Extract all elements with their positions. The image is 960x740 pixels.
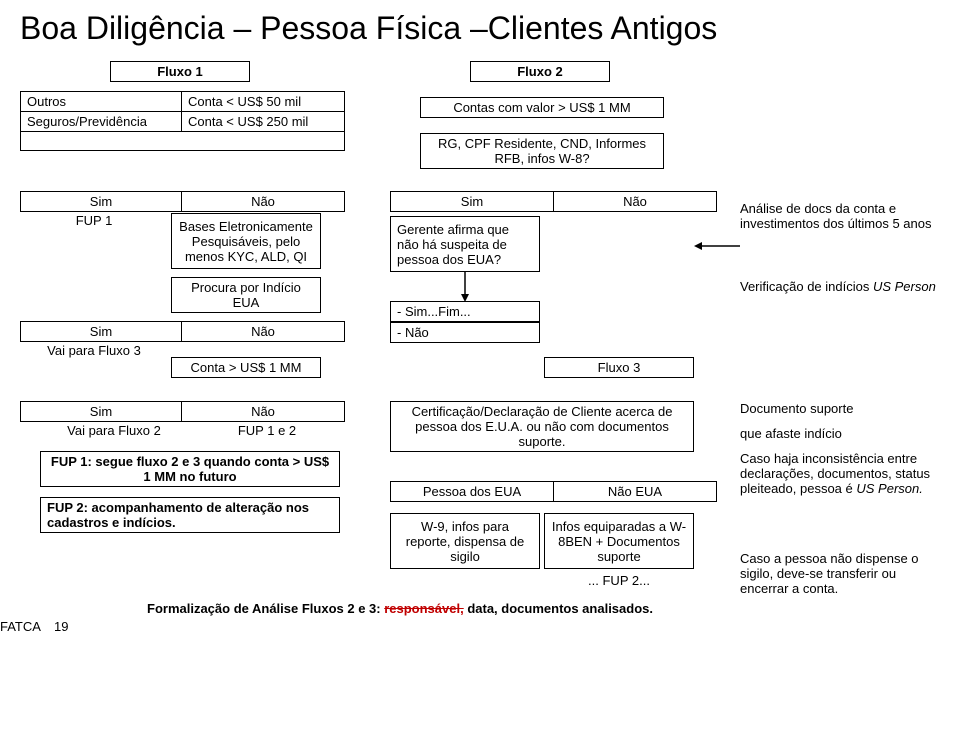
right-analise: Análise de docs da conta e investimentos… xyxy=(740,201,940,241)
formal-pre: Formalização de Análise Fluxos 2 e 3: xyxy=(147,601,384,616)
sim-1: Sim xyxy=(21,192,182,212)
fup2dots: ... FUP 2... xyxy=(544,573,694,588)
fluxo1-top-table: Outros Conta < US$ 50 mil Seguros/Previd… xyxy=(20,91,345,151)
sim-2: Sim xyxy=(21,322,182,342)
conta1mm-box: Conta > US$ 1 MM xyxy=(171,357,321,378)
cell-seguros: Seguros/Previdência xyxy=(21,112,182,132)
sim-3: Sim xyxy=(21,402,182,422)
fluxo1-simnao1: Sim Não xyxy=(20,191,345,212)
fluxo2-header: Fluxo 2 xyxy=(470,61,610,82)
gerente-box: Gerente afirma que não há suspeita de pe… xyxy=(390,216,540,272)
w8ben-box: Infos equiparadas a W-8BEN + Documentos … xyxy=(544,513,694,569)
cell-conta250: Conta < US$ 250 mil xyxy=(182,112,345,132)
right-inconsist: Caso haja inconsistência entre declaraçõ… xyxy=(740,451,940,506)
page-title: Boa Diligência – Pessoa Física –Clientes… xyxy=(20,10,940,47)
fluxo3-box: Fluxo 3 xyxy=(544,357,694,378)
pessoa-eua: Pessoa dos EUA xyxy=(391,482,554,502)
nao-f2: Não xyxy=(554,192,717,212)
cell-outros: Outros xyxy=(21,92,182,112)
nao-3: Não xyxy=(182,402,345,422)
fluxo1-header: Fluxo 1 xyxy=(110,61,250,82)
diagram-canvas: Fluxo 1 Fluxo 2 Outros Conta < US$ 50 mi… xyxy=(20,61,940,721)
cell-empty xyxy=(21,132,345,151)
fup12-label: FUP 1 e 2 xyxy=(192,423,342,438)
menosnao-box: - Não xyxy=(390,322,540,343)
fup1-label: FUP 1 xyxy=(20,213,168,228)
fup2-box: FUP 2: acompanhamento de alteração nos c… xyxy=(40,497,340,533)
arrow-right1 xyxy=(694,241,740,251)
right-verificacao: Verificação de indícios US Person xyxy=(740,279,940,304)
nao-1: Não xyxy=(182,192,345,212)
sim-f2: Sim xyxy=(391,192,554,212)
fatca-label: FATCA xyxy=(0,619,41,634)
fluxo1-simnao2: Sim Não xyxy=(20,321,345,342)
vai-fluxo2: Vai para Fluxo 2 xyxy=(40,423,188,438)
fluxo2-simnao: Sim Não xyxy=(390,191,717,212)
formal-post: data, documentos analisados. xyxy=(464,601,653,616)
pessoa-table: Pessoa dos EUA Não EUA xyxy=(390,481,717,502)
nao-2: Não xyxy=(182,322,345,342)
formal-strike: responsável, xyxy=(384,601,464,616)
fluxo2-contas: Contas com valor > US$ 1 MM xyxy=(420,97,664,118)
w9-box: W-9, infos para reporte, dispensa de sig… xyxy=(390,513,540,569)
right-sigilo: Caso a pessoa não dispense o sigilo, dev… xyxy=(740,551,940,606)
simfim-box: - Sim...Fim... xyxy=(390,301,540,322)
formalizacao: Formalização de Análise Fluxos 2 e 3: re… xyxy=(90,601,710,616)
nao-eua: Não EUA xyxy=(554,482,717,502)
page-number: 19 xyxy=(54,619,68,634)
cert-box: Certificação/Declaração de Cliente acerc… xyxy=(390,401,694,452)
arrow-down-gerente xyxy=(460,272,470,302)
right-doc: Documento suporte que afaste indício xyxy=(740,401,940,451)
procura-box: Procura por Indício EUA xyxy=(171,277,321,313)
vai-fluxo3: Vai para Fluxo 3 xyxy=(20,343,168,358)
fup1-box: FUP 1: segue fluxo 2 e 3 quando conta > … xyxy=(40,451,340,487)
bases-box: Bases Eletronicamente Pesquisáveis, pelo… xyxy=(171,213,321,269)
cell-conta50: Conta < US$ 50 mil xyxy=(182,92,345,112)
fluxo1-simnao3: Sim Não xyxy=(20,401,345,422)
fluxo2-rg: RG, CPF Residente, CND, Informes RFB, in… xyxy=(420,133,664,169)
